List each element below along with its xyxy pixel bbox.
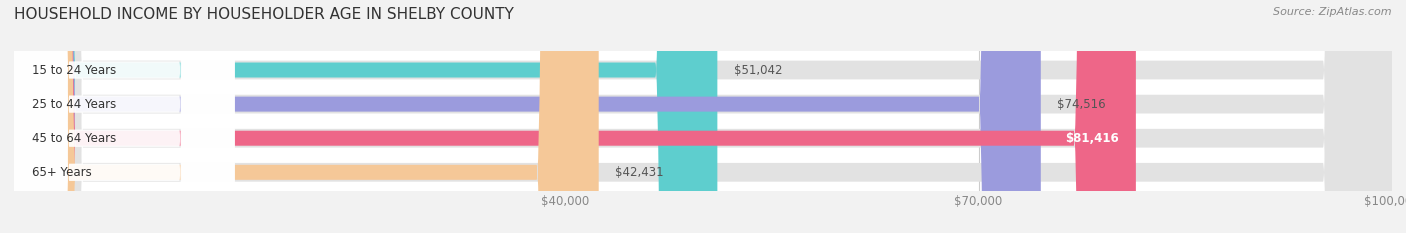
Text: 15 to 24 Years: 15 to 24 Years bbox=[32, 64, 115, 76]
FancyBboxPatch shape bbox=[14, 0, 717, 233]
FancyBboxPatch shape bbox=[14, 0, 1392, 233]
Text: $74,516: $74,516 bbox=[1057, 98, 1107, 111]
FancyBboxPatch shape bbox=[14, 0, 599, 233]
Text: $42,431: $42,431 bbox=[616, 166, 664, 179]
Text: $51,042: $51,042 bbox=[734, 64, 782, 76]
FancyBboxPatch shape bbox=[14, 0, 235, 233]
Text: HOUSEHOLD INCOME BY HOUSEHOLDER AGE IN SHELBY COUNTY: HOUSEHOLD INCOME BY HOUSEHOLDER AGE IN S… bbox=[14, 7, 515, 22]
Text: $81,416: $81,416 bbox=[1066, 132, 1119, 145]
FancyBboxPatch shape bbox=[14, 0, 235, 233]
FancyBboxPatch shape bbox=[14, 0, 1136, 233]
Text: 25 to 44 Years: 25 to 44 Years bbox=[32, 98, 115, 111]
Text: Source: ZipAtlas.com: Source: ZipAtlas.com bbox=[1274, 7, 1392, 17]
FancyBboxPatch shape bbox=[14, 0, 235, 233]
FancyBboxPatch shape bbox=[14, 0, 235, 233]
FancyBboxPatch shape bbox=[14, 0, 1392, 233]
FancyBboxPatch shape bbox=[14, 0, 1392, 233]
FancyBboxPatch shape bbox=[14, 0, 1392, 233]
Text: 65+ Years: 65+ Years bbox=[32, 166, 91, 179]
Text: 45 to 64 Years: 45 to 64 Years bbox=[32, 132, 115, 145]
FancyBboxPatch shape bbox=[14, 0, 1040, 233]
